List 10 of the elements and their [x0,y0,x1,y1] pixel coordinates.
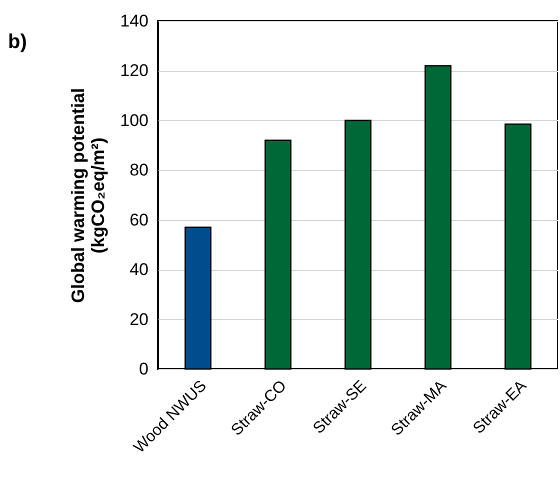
y-tick-label: 20 [130,310,148,329]
y-tick-label: 120 [120,61,148,80]
y-tick-label: 100 [120,110,148,130]
y-tick-label: 60 [130,210,148,230]
y-tick-label: 80 [130,160,148,180]
y-tick-label: 40 [130,260,148,280]
y-tick-label: 0 [139,360,148,378]
text: b) [8,31,27,53]
y-axis-title: Global warming potential (kgCO₂eq/m²) [68,88,108,304]
y-tick-label: 140 [120,12,148,30]
